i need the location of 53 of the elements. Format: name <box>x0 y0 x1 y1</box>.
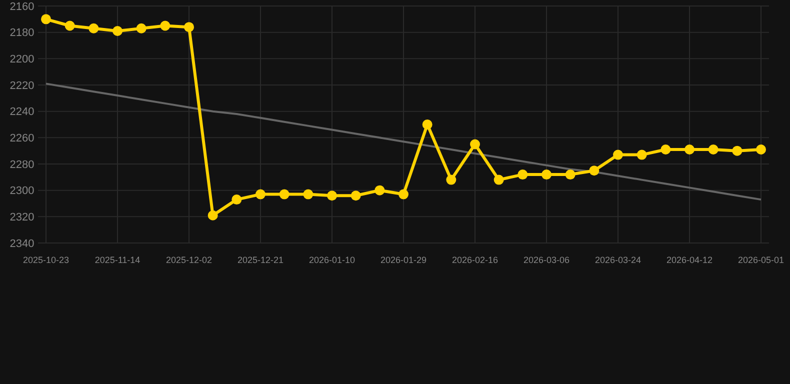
y-tick-label: 2200 <box>10 54 34 66</box>
point <box>279 189 290 200</box>
y-tick-label: 2300 <box>10 185 34 198</box>
point <box>256 189 266 200</box>
point <box>446 174 456 185</box>
x-tick-label: 2025-12-02 <box>166 255 212 265</box>
x-tick-label: 2026-01-29 <box>380 255 427 265</box>
x-tick-label: 2025-11-14 <box>94 255 140 265</box>
point <box>88 23 99 34</box>
point <box>232 194 242 205</box>
point <box>64 20 75 31</box>
point <box>208 210 218 220</box>
point <box>303 189 314 200</box>
point <box>708 144 718 155</box>
point <box>494 174 504 185</box>
x-tick-label: 2026-02-16 <box>452 255 498 265</box>
x-tick-label: 2026-05-01 <box>738 255 784 265</box>
point <box>756 144 766 155</box>
point <box>684 144 694 155</box>
x-tick-label: 2026-03-24 <box>594 255 642 265</box>
point <box>160 20 170 31</box>
point <box>542 170 552 180</box>
y-tick-label: 2240 <box>10 106 34 118</box>
x-tick-label: 2025-12-21 <box>237 255 284 265</box>
point <box>613 150 623 160</box>
y-tick-label: 2260 <box>10 132 34 145</box>
y-tick-label: 2160 <box>10 0 34 13</box>
point <box>470 139 480 150</box>
y-tick-label: 2280 <box>10 158 34 171</box>
x-tick-label: 2026-04-12 <box>666 255 713 265</box>
x-tick-label: 2025-10-23 <box>22 255 70 265</box>
point <box>565 170 576 180</box>
point <box>518 170 528 180</box>
point <box>636 150 647 160</box>
point <box>41 14 51 24</box>
point <box>136 23 146 34</box>
line-series <box>45 82 762 201</box>
point <box>398 189 408 200</box>
x-tick-label: 2026-03-06 <box>523 255 570 265</box>
y-tick-label: 2180 <box>10 27 34 40</box>
point <box>112 26 122 36</box>
point <box>374 185 385 196</box>
point <box>327 190 337 201</box>
point <box>422 120 432 130</box>
point <box>732 146 742 156</box>
point <box>350 190 361 201</box>
y-tick-label: 2220 <box>10 80 34 92</box>
y-tick-label: 2340 <box>10 238 34 250</box>
point <box>589 166 600 176</box>
point <box>660 144 671 155</box>
point <box>184 22 194 32</box>
y-tick-label: 2320 <box>10 212 34 224</box>
x-tick-label: 2026-01-10 <box>308 255 356 265</box>
